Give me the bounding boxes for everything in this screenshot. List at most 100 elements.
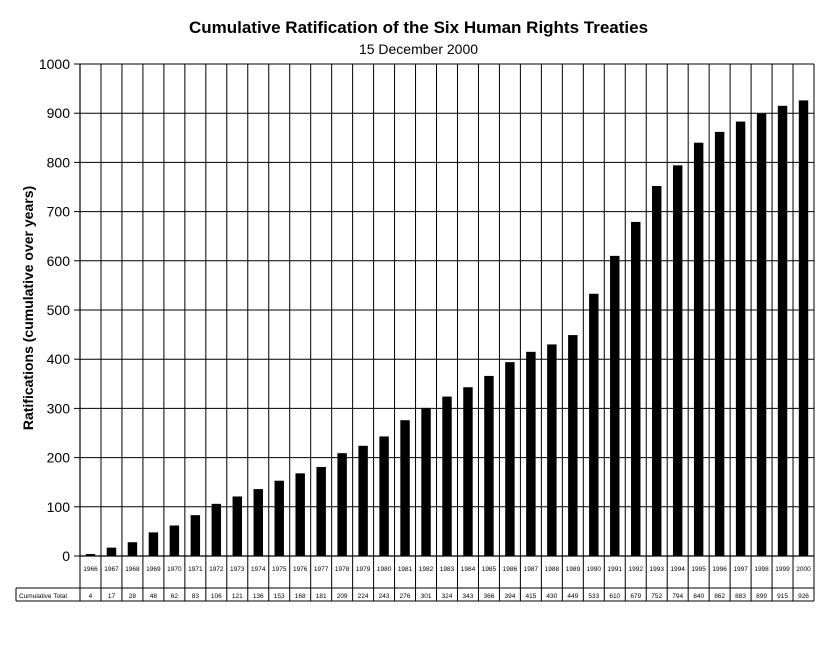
bar-1977 (316, 466, 326, 556)
y-tick-label: 300 (47, 400, 71, 416)
data-label: 83 (192, 593, 200, 600)
bar-1986 (505, 362, 515, 556)
bar-1985 (484, 375, 494, 556)
x-tick-label: 1988 (545, 566, 560, 573)
bar-1980 (379, 436, 389, 556)
x-tick-label: 1982 (419, 566, 434, 573)
data-label: 136 (253, 593, 264, 600)
data-label: 301 (421, 593, 432, 600)
data-label: 394 (504, 593, 515, 600)
data-label: 862 (714, 593, 725, 600)
bar-1970 (169, 525, 180, 556)
data-label: 794 (672, 593, 683, 600)
bar-1982 (421, 407, 431, 556)
data-label: 915 (777, 593, 788, 600)
y-tick-label: 500 (47, 302, 71, 318)
y-tick-label: 400 (47, 351, 71, 367)
y-tick-label: 700 (47, 204, 71, 220)
data-label: 28 (129, 593, 137, 600)
y-tick-label: 600 (47, 253, 71, 269)
chart-subtitle: 15 December 2000 (358, 41, 479, 57)
x-tick-label: 1974 (251, 566, 266, 573)
bar-1972 (211, 503, 222, 556)
data-label: 4 (89, 593, 93, 600)
data-label: 48 (150, 593, 158, 600)
bar-1995 (693, 142, 704, 556)
data-label: 883 (735, 593, 746, 600)
bar-1968 (127, 542, 138, 556)
bar-1989 (568, 335, 578, 556)
bar-1998 (756, 113, 767, 556)
bar-1978 (337, 453, 347, 556)
data-label: 121 (232, 593, 243, 600)
bar-1967 (106, 547, 117, 556)
x-tick-label: 1992 (629, 566, 644, 573)
x-tick-label: 1971 (188, 566, 203, 573)
x-tick-label: 1998 (754, 566, 769, 573)
x-tick-label: 1978 (335, 566, 350, 573)
x-tick-label: 1996 (712, 566, 727, 573)
data-label: 610 (609, 593, 620, 600)
bar-1993 (651, 186, 662, 557)
y-tick-label: 800 (47, 154, 71, 170)
x-tick-label: 1980 (377, 566, 392, 573)
table-row-label: Cumulative Total (19, 593, 67, 600)
bar-1992 (631, 221, 641, 556)
x-tick-label: 1972 (209, 566, 224, 573)
data-label: 430 (546, 593, 557, 600)
bar-1976 (295, 473, 305, 556)
bar-1999 (777, 105, 788, 556)
y-tick-label: 200 (47, 450, 71, 466)
data-label: 343 (463, 593, 474, 600)
data-label: 366 (484, 593, 495, 600)
x-tick-label: 1994 (670, 566, 685, 573)
bar-1987 (526, 351, 536, 556)
data-label: 62 (171, 593, 179, 600)
bar-1984 (463, 387, 473, 556)
y-tick-label: 1000 (39, 56, 70, 72)
x-tick-label: 1991 (608, 566, 623, 573)
bar-1983 (442, 396, 452, 556)
y-tick-label: 100 (47, 499, 71, 515)
data-label: 181 (316, 593, 327, 600)
x-tick-label: 1989 (566, 566, 581, 573)
x-tick-label: 1981 (398, 566, 413, 573)
data-label: 276 (400, 593, 411, 600)
x-tick-label: 1977 (314, 566, 329, 573)
data-label: 926 (798, 593, 809, 600)
bar-1994 (672, 165, 683, 557)
x-tick-label: 1975 (272, 566, 287, 573)
y-axis-label: Ratifications (cumulative over years) (20, 186, 36, 430)
x-tick-label: 1969 (146, 566, 161, 573)
x-tick-label: 1979 (356, 566, 371, 573)
bar-1969 (148, 532, 159, 556)
bar-1991 (610, 255, 620, 556)
x-tick-label: 1983 (440, 566, 455, 573)
x-tick-label: 1995 (691, 566, 706, 573)
bar-2000 (798, 100, 809, 557)
x-tick-label: 1997 (733, 566, 748, 573)
x-tick-label: 1968 (125, 566, 140, 573)
data-label: 449 (567, 593, 578, 600)
x-tick-label: 1976 (293, 566, 308, 573)
x-tick-label: 2000 (796, 566, 811, 573)
data-label: 533 (588, 593, 599, 600)
bar-1979 (358, 445, 368, 556)
bar-1971 (190, 515, 201, 556)
bar-1975 (274, 480, 284, 556)
data-label: 752 (651, 593, 662, 600)
chart-title: Cumulative Ratification of the Six Human… (188, 18, 649, 37)
bar-1997 (735, 121, 746, 557)
y-tick-label: 0 (62, 548, 70, 564)
x-tick-label: 1973 (230, 566, 245, 573)
x-tick-label: 1987 (524, 566, 539, 573)
data-label: 415 (525, 593, 536, 600)
x-tick-label: 1993 (649, 566, 664, 573)
x-tick-label: 1984 (461, 566, 476, 573)
data-label: 209 (337, 593, 348, 600)
x-tick-label: 1990 (587, 566, 602, 573)
x-tick-label: 1967 (104, 566, 119, 573)
x-tick-label: 1986 (503, 566, 518, 573)
